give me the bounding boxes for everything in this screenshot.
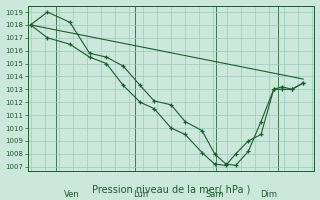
Text: Dim: Dim (260, 190, 277, 199)
Text: Sam: Sam (205, 190, 224, 199)
Text: Ven: Ven (64, 190, 80, 199)
Text: Lun: Lun (133, 190, 148, 199)
X-axis label: Pression niveau de la mer( hPa ): Pression niveau de la mer( hPa ) (92, 184, 250, 194)
